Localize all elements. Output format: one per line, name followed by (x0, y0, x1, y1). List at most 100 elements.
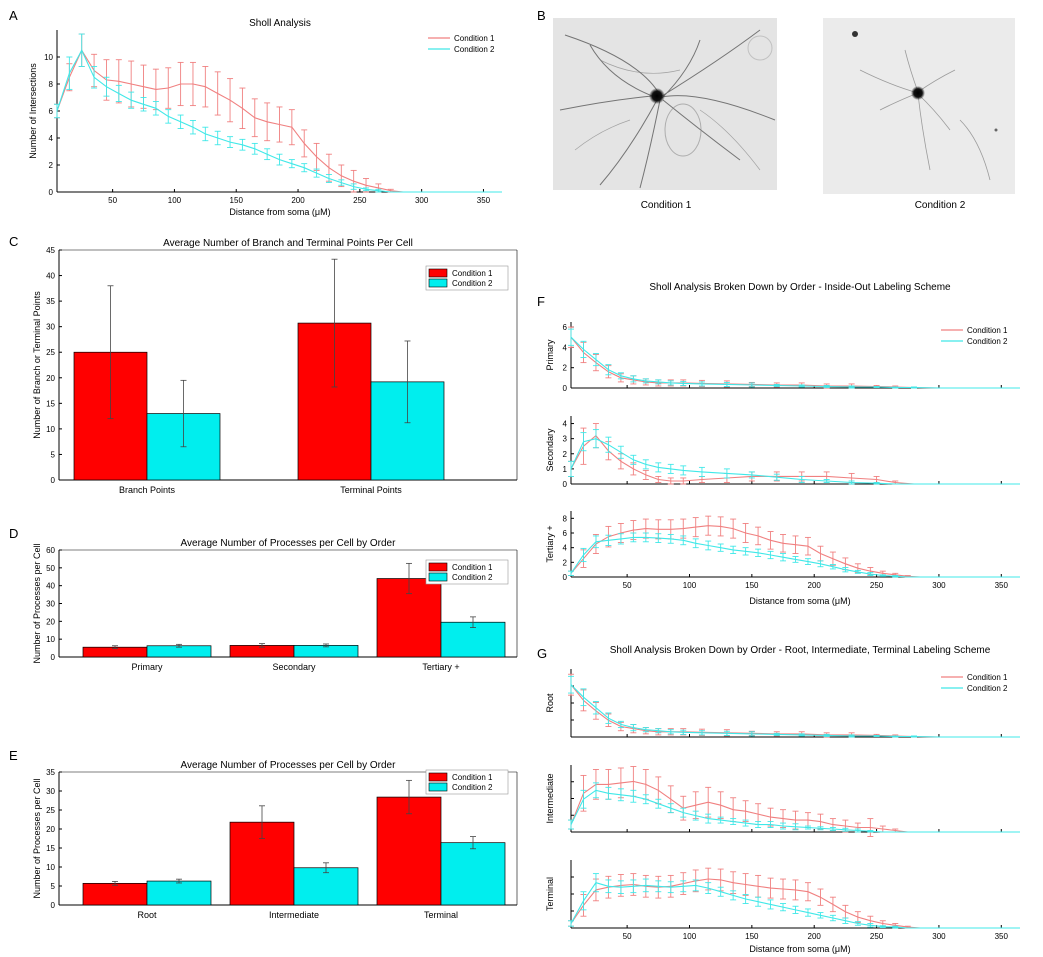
chart-e-y-tick-label: 15 (46, 844, 55, 853)
chart-g-legend-label: Condition 1 (967, 673, 1008, 682)
chart-g-subplot-3-x-tick-label: 350 (995, 932, 1009, 941)
chart-f-subplot-2-series-condition-2-line (570, 438, 1020, 485)
chart-e-y-tick-label: 5 (51, 882, 56, 891)
chart-d-category-label: Primary (132, 662, 163, 672)
chart-d-y-tick-label: 0 (51, 653, 56, 662)
chart-d-legend-label: Condition 2 (452, 573, 493, 582)
chart-f-subplot-3-x-tick-label: 150 (745, 581, 759, 590)
chart-e-y-tick-label: 10 (46, 863, 55, 872)
chart-d-legend-swatch (428, 562, 448, 572)
chart-a-title: Sholl Analysis (249, 18, 311, 29)
chart-e-bar-condition-2 (440, 842, 506, 906)
chart-a-y-tick-label: 10 (44, 53, 53, 62)
chart-d-y-tick-label: 20 (46, 617, 55, 626)
chart-f-subplot-3-x-tick-label: 350 (995, 581, 1009, 590)
chart-e-bar-condition-2 (293, 867, 359, 906)
panel-label-g: G (537, 646, 547, 661)
chart-f-subplot-3-x-tick-label: 300 (932, 581, 946, 590)
chart-a-y-tick-label: 8 (49, 80, 54, 89)
chart-c-legend-swatch (428, 268, 448, 278)
chart-c-y-tick-label: 5 (51, 450, 56, 459)
chart-f-subplot-3-y-tick-label: 8 (563, 514, 568, 523)
chart-g-x-label: Distance from soma (μM) (749, 944, 850, 954)
chart-g-subplot-3-x-tick-label: 50 (623, 932, 632, 941)
chart-c-y-tick-label: 30 (46, 323, 55, 332)
chart-f-subplot-3-series-condition-1-line (570, 525, 1020, 578)
chart-f-subplot-2-y-tick-label: 0 (563, 480, 568, 489)
chart-g-subplot-3-y-label: Terminal (545, 877, 555, 911)
chart-d-legend-label: Condition 1 (452, 563, 493, 572)
chart-e-category-label: Root (137, 910, 157, 920)
micrograph-caption-2: Condition 2 (915, 200, 966, 211)
chart-f-subplot-3-y-tick-label: 6 (563, 529, 568, 538)
chart-f-x-label: Distance from soma (μM) (749, 596, 850, 606)
panel-label-f: F (537, 294, 545, 309)
chart-d-title: Average Number of Processes per Cell by … (181, 538, 397, 549)
chart-e-legend-label: Condition 1 (452, 773, 493, 782)
chart-e-legend-swatch (428, 772, 448, 782)
chart-f-legend-label: Condition 2 (967, 337, 1008, 346)
chart-f-subplot-2-y-tick-label: 4 (563, 420, 568, 429)
chart-a-x-tick-label: 50 (108, 196, 117, 205)
chart-f-subplot-2-y-label: Secondary (545, 428, 555, 472)
chart-d-y-tick-label: 50 (46, 564, 55, 573)
chart-a-y-tick-label: 0 (49, 188, 54, 197)
chart-g-subplot-3-series-condition-2-line (570, 882, 1020, 929)
chart-c-y-tick-label: 20 (46, 374, 55, 383)
chart-f-subplot-1-series-condition-1-line (570, 336, 1020, 389)
chart-e-bar-condition-1 (82, 882, 148, 906)
chart-e-y-tick-label: 0 (51, 901, 56, 910)
chart-e-legend-label: Condition 2 (452, 783, 493, 792)
chart-c-y-tick-label: 25 (46, 348, 55, 357)
chart-a-x-tick-label: 100 (168, 196, 182, 205)
chart-d-category-label: Secondary (272, 662, 316, 672)
chart-c-y-label: Number of Branch or Terminal Points (32, 291, 42, 439)
micrograph-caption-1: Condition 1 (641, 200, 692, 211)
chart-f-subplot-3-y-tick-label: 0 (563, 573, 568, 582)
chart-c-legend-label: Condition 2 (452, 279, 493, 288)
chart-f-subplot-2-y-tick-label: 3 (563, 435, 568, 444)
chart-f-subplot-2-y-tick-label: 2 (563, 450, 568, 459)
chart-e-y-tick-label: 35 (46, 768, 55, 777)
chart-a-y-tick-label: 2 (49, 161, 54, 170)
chart-g-subplot-3-series-condition-1-line (570, 878, 1020, 929)
chart-a-x-tick-label: 150 (230, 196, 244, 205)
chart-f-subplot-3-y-tick-label: 4 (563, 544, 568, 553)
chart-g-subplot-3-x-tick-label: 150 (745, 932, 759, 941)
chart-d-y-tick-label: 10 (46, 635, 55, 644)
chart-f-subplot-3-y-label: Tertiary + (545, 525, 555, 562)
panel-label-b: B (537, 8, 546, 23)
chart-g-legend-label: Condition 2 (967, 684, 1008, 693)
chart-a-x-label: Distance from soma (μM) (229, 207, 330, 217)
chart-e-y-label: Number of Processes per Cell (32, 778, 42, 898)
chart-c-y-tick-label: 10 (46, 425, 55, 434)
chart-c-y-tick-label: 0 (51, 476, 56, 485)
chart-f-subplot-1-y-label: Primary (545, 339, 555, 370)
chart-a-x-tick-label: 200 (291, 196, 305, 205)
panel-label-d: D (9, 526, 18, 541)
panel-label-e: E (9, 748, 18, 763)
chart-c-legend-label: Condition 1 (452, 269, 493, 278)
micrograph-condition-2 (823, 18, 1015, 194)
chart-e-bar-condition-2 (146, 880, 212, 906)
chart-f-subplot-3-y-tick-label: 2 (563, 558, 568, 567)
panel-label-a: A (9, 8, 18, 23)
chart-d-y-tick-label: 40 (46, 582, 55, 591)
chart-e-y-tick-label: 30 (46, 787, 55, 796)
chart-g-subplot-3-x-tick-label: 200 (808, 932, 822, 941)
chart-g-title: Sholl Analysis Broken Down by Order - Ro… (610, 645, 991, 656)
chart-c-title: Average Number of Branch and Terminal Po… (163, 238, 413, 249)
chart-f-subplot-3-x-tick-label: 100 (683, 581, 697, 590)
chart-f-subplot-3-x-tick-label: 200 (808, 581, 822, 590)
chart-f-title: Sholl Analysis Broken Down by Order - In… (649, 282, 951, 293)
chart-e-y-tick-label: 20 (46, 825, 55, 834)
chart-a-legend-label: Condition 2 (454, 45, 495, 54)
chart-c-y-tick-label: 15 (46, 399, 55, 408)
chart-f-subplot-1-y-tick-label: 2 (563, 364, 568, 373)
chart-g-subplot-1-y-label: Root (545, 693, 555, 713)
chart-d-y-tick-label: 30 (46, 600, 55, 609)
chart-a-x-tick-label: 250 (353, 196, 367, 205)
chart-g-subplot-3-x-tick-label: 100 (683, 932, 697, 941)
